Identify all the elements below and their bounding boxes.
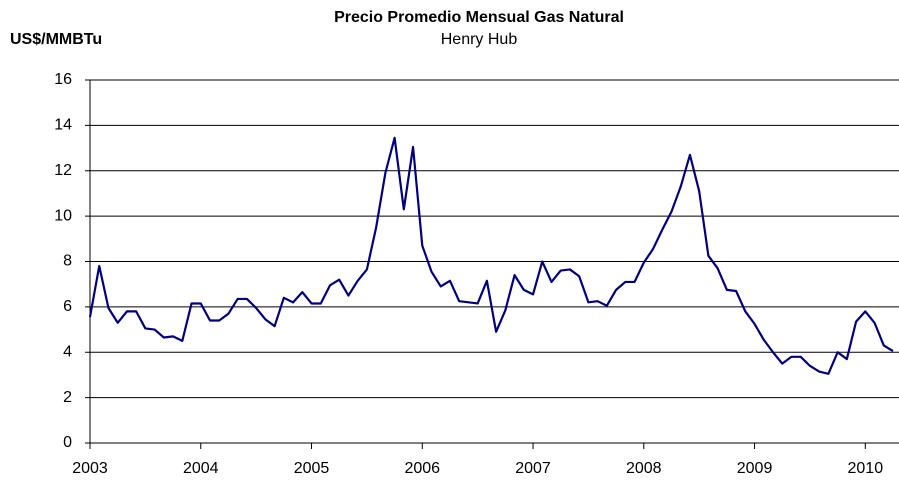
x-tick-label: 2005: [294, 460, 330, 477]
x-tick-label: 2006: [404, 460, 440, 477]
y-tick-label: 0: [63, 434, 72, 451]
chart-title: Precio Promedio Mensual Gas Natural: [334, 9, 624, 26]
x-tick-label: 2004: [183, 460, 219, 477]
y-tick-label: 14: [54, 117, 72, 134]
y-tick-label: 6: [63, 298, 72, 315]
x-tick-label: 2009: [737, 460, 773, 477]
x-tick-label: 2007: [515, 460, 551, 477]
x-tick-label: 2003: [72, 460, 108, 477]
y-tick-label: 2: [63, 389, 72, 406]
x-tick-label: 2008: [626, 460, 662, 477]
y-tick-label: 16: [54, 71, 72, 88]
x-tick-label: 2010: [848, 460, 884, 477]
price-line: [88, 136, 894, 375]
y-tick-label: 12: [54, 162, 72, 179]
y-tick-label: 4: [63, 343, 72, 360]
y-tick-label: 8: [63, 253, 72, 270]
y-tick-label: 10: [54, 207, 72, 224]
chart-subtitle: Henry Hub: [441, 31, 518, 48]
y-axis-label: US$/MMBTu: [10, 31, 102, 48]
